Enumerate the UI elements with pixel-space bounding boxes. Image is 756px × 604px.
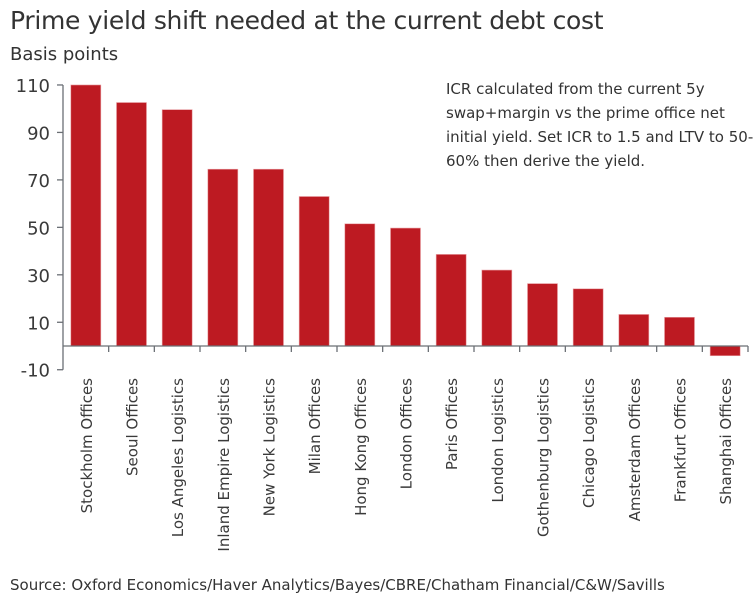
x-tick-label: Paris Offices xyxy=(443,378,461,470)
bar xyxy=(344,223,376,347)
x-tick-label: Chicago Logistics xyxy=(580,378,598,508)
y-tick-label: -10 xyxy=(21,361,50,382)
bar xyxy=(298,196,330,347)
source-note: Source: Oxford Economics/Haver Analytics… xyxy=(10,576,665,594)
x-tick-label: Inland Empire Logistics xyxy=(215,378,233,552)
x-tick-label: Stockholm Offices xyxy=(78,378,96,514)
x-tick-label: Hong Kong Offices xyxy=(352,378,370,516)
bar xyxy=(253,168,284,347)
x-tick-label: Gothenburg Logistics xyxy=(535,378,553,537)
y-tick-label: 30 xyxy=(27,266,50,287)
bar xyxy=(572,288,604,347)
x-tick-label: New York Logistics xyxy=(261,378,279,517)
bar xyxy=(207,168,239,347)
chart-title: Prime yield shift needed at the current … xyxy=(10,6,604,35)
x-tick-label: Frankfurt Offices xyxy=(672,378,690,502)
x-tick-label: Shanghai Offices xyxy=(717,378,735,505)
x-tick-label: Amsterdam Offices xyxy=(626,378,644,522)
bar xyxy=(70,84,102,347)
bar xyxy=(664,316,695,347)
bar xyxy=(435,254,467,347)
bar xyxy=(390,227,421,347)
bar xyxy=(481,269,513,347)
bar xyxy=(527,283,558,347)
bar xyxy=(618,314,650,347)
chart-annotation: ICR calculated from the current 5y swap+… xyxy=(446,80,754,170)
y-tick-label: 90 xyxy=(27,123,50,144)
x-tick-label: Seoul Offices xyxy=(124,378,142,476)
x-tick-label: Milan Offices xyxy=(306,378,324,475)
y-tick-label: 50 xyxy=(27,218,50,239)
x-tick-label: Los Angeles Logistics xyxy=(169,378,187,537)
x-tick-label: London Logistics xyxy=(489,378,507,503)
x-tick-label: London Offices xyxy=(398,378,416,490)
bar xyxy=(709,345,741,357)
y-axis-label: Basis points xyxy=(10,44,119,65)
y-tick-label: 10 xyxy=(27,313,50,334)
bar xyxy=(161,109,193,347)
y-tick-label: 70 xyxy=(27,171,50,192)
bar xyxy=(116,102,147,347)
y-tick-label: 110 xyxy=(16,76,50,97)
